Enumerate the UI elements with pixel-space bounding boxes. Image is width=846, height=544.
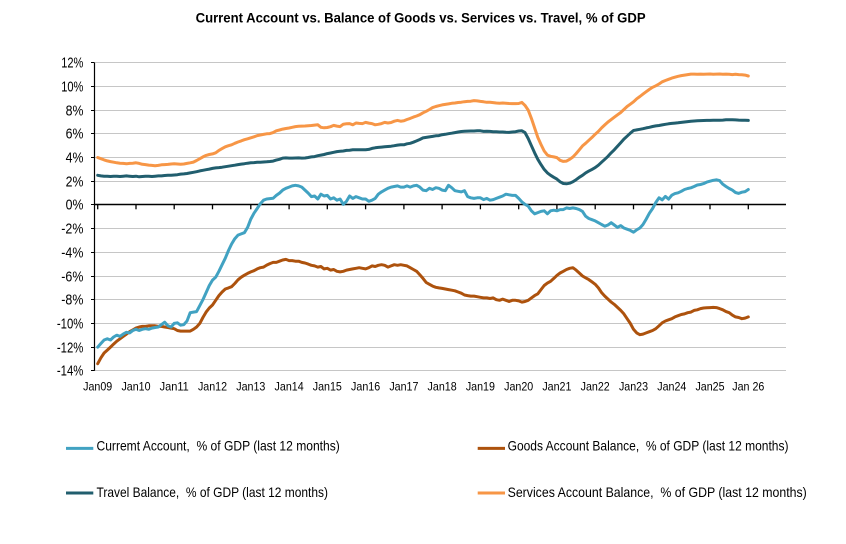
svg-text:-8%: -8% [61, 292, 83, 309]
svg-text:Jan12: Jan12 [198, 380, 227, 394]
svg-text:Travel Balance, % of GDP (las: Travel Balance, % of GDP (last 12 months… [97, 485, 329, 500]
svg-text:Jan17: Jan17 [389, 380, 418, 394]
svg-text:Curremt Account, % of GDP (la: Curremt Account, % of GDP (last 12 month… [97, 438, 340, 453]
svg-text:Jan13: Jan13 [236, 380, 265, 394]
svg-text:-6%: -6% [61, 269, 83, 286]
svg-text:-14%: -14% [57, 363, 84, 380]
svg-text:Jan22: Jan22 [581, 380, 610, 394]
svg-text:2%: 2% [66, 174, 84, 191]
svg-text:Jan25: Jan25 [695, 380, 724, 394]
svg-text:Jan14: Jan14 [275, 380, 304, 394]
svg-text:-2%: -2% [61, 221, 83, 238]
svg-text:Jan21: Jan21 [542, 380, 571, 394]
svg-text:Jan15: Jan15 [313, 380, 342, 394]
svg-text:-10%: -10% [57, 316, 84, 333]
svg-text:-4%: -4% [61, 245, 83, 262]
svg-text:Jan18: Jan18 [428, 380, 457, 394]
svg-text:10%: 10% [61, 79, 83, 96]
svg-text:Current Account vs. Balance of: Current Account vs. Balance of Goods vs.… [196, 11, 646, 27]
svg-text:4%: 4% [66, 150, 84, 167]
svg-text:Jan16: Jan16 [351, 380, 380, 394]
svg-text:6%: 6% [66, 126, 84, 143]
svg-text:Goods Account Balance, % of G: Goods Account Balance, % of GDP (last 12… [508, 438, 789, 453]
svg-text:0%: 0% [66, 197, 84, 214]
svg-text:12%: 12% [61, 55, 83, 72]
svg-text:Jan20: Jan20 [504, 380, 533, 394]
svg-text:Services Account Balance, % o: Services Account Balance, % of GDP (last… [508, 485, 807, 500]
svg-text:-12%: -12% [57, 340, 84, 357]
svg-text:Jan11: Jan11 [160, 380, 189, 394]
svg-text:Jan19: Jan19 [466, 380, 495, 394]
svg-text:Jan 26: Jan 26 [732, 380, 764, 394]
svg-text:8%: 8% [66, 103, 84, 120]
svg-text:Jan09: Jan09 [83, 380, 112, 394]
svg-text:Jan24: Jan24 [657, 380, 686, 394]
svg-text:Jan23: Jan23 [619, 380, 648, 394]
svg-text:Jan10: Jan10 [121, 380, 150, 394]
